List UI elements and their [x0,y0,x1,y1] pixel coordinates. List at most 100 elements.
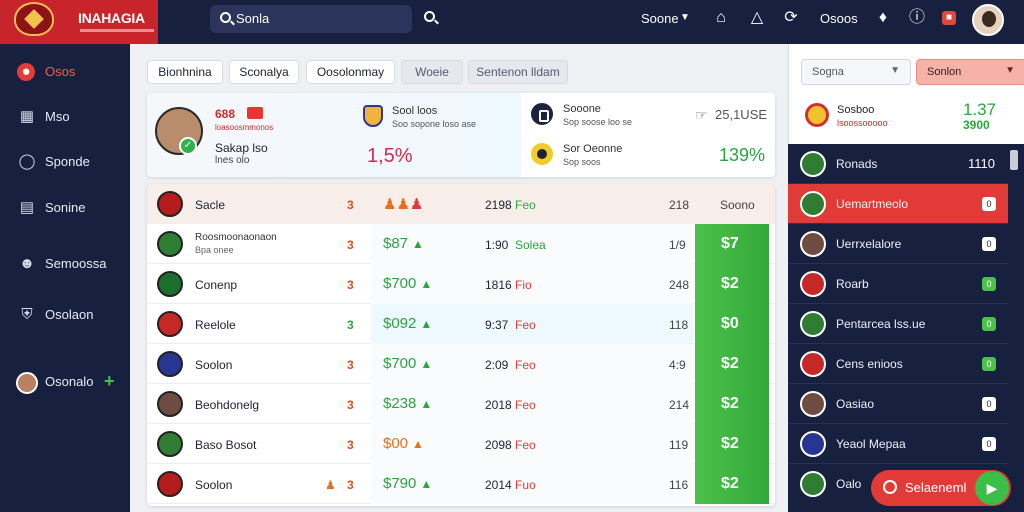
list-item-label: Oalo [836,477,862,491]
row-price: $00 ▲ [383,435,424,452]
right-panel-header: Sogna ▼ Sonlon ▼ Sosboo lsoossooooo 1.37 3… [788,44,1024,144]
shield-icon: ◯ [18,153,36,170]
season-dropdown[interactable]: Soone [641,11,679,26]
people-icon: ♟♟♟ [383,196,424,213]
players-table: Sacle 3 ♟♟♟ 2198 Feo 218 Soono Roosmoona… [147,184,775,506]
search-button[interactable] [420,8,440,28]
club-logo-icon [157,191,183,217]
scrollbar[interactable] [1010,150,1018,170]
chevron-down-icon[interactable]: ▼ [680,12,690,23]
buy-price-button[interactable]: $0 [695,304,769,344]
table-row[interactable]: Soolon ♟ 3 $790 ▲ 2014 Fuo 116 $2 [147,464,775,504]
sort-select[interactable]: Sonlon ▼ [916,59,1024,85]
person-icon: ♟ [325,478,336,492]
tab-bionhnina[interactable]: Bionhnina [147,60,223,84]
row-name: Baso Bosot [195,438,257,452]
header-num: 2198 [485,198,512,212]
table-row[interactable]: Baso Bosot 3 $00 ▲ 2098 Feo 119 $2 [147,424,775,464]
sidebar-item-sonine[interactable]: ▤ Sonine [0,188,130,228]
buy-price-button[interactable]: $2 [695,464,769,504]
filter-select[interactable]: Sogna ▼ [801,59,911,85]
list-item[interactable]: Oasiao 0 [788,384,1008,424]
home-icon[interactable]: ⌂ [716,9,726,26]
alert-badge-icon[interactable]: ■ [942,11,956,25]
club-logo-icon [800,151,826,177]
buy-price-button[interactable]: $2 [695,344,769,384]
list-item-label: Yeaol Mepaa [836,437,906,451]
sidebar-item-osonalo[interactable]: Osonalo + [0,362,130,402]
list-item[interactable]: Roarb 0 [788,264,1008,304]
summary-right-title: Sooone [563,103,601,115]
club-logo-icon [805,103,829,127]
sidebar-item-label: Osolaon [45,307,94,322]
row-name: Conenp [195,278,238,292]
help-icon[interactable]: ⓘ [908,9,925,26]
avatar[interactable] [972,4,1004,36]
row-name: Beohdonelg [195,398,260,412]
list-item-badge: 0 [982,197,996,211]
summary-right-sub-2: Sop soos [563,157,601,167]
player-photo-icon [157,391,183,417]
sidebar-item-mso[interactable]: ▦ Mso [0,97,130,137]
sidebar-item-sponde[interactable]: ◯ Sponde [0,142,130,182]
ball-icon: ● [17,63,35,81]
table-row[interactable]: Beohdonelg 3 $238 ▲ 2018 Feo 214 $2 [147,384,775,424]
arrow-up-icon: ▲ [420,397,433,411]
list-item[interactable]: Ronads 1110 [788,144,1008,184]
summary-right-sub: Sop soose loo se [563,117,633,127]
tab-woeie[interactable]: Woeie [401,60,463,84]
refresh-icon[interactable]: ⟳ [784,9,798,26]
selection-button[interactable]: Selaeneml ▶ [871,470,1011,506]
club-logo-icon [157,431,183,457]
club-logo-icon [157,471,183,497]
odds-menu[interactable]: Osoos [820,11,858,26]
notification-icon[interactable]: ♦ [878,9,888,26]
club-logo-icon [800,191,826,217]
list-item-label: Uemartmeolo [836,197,909,211]
table-row[interactable]: Conenp 3 $700 ▲ 1816 Fio 248 $2 [147,264,775,304]
list-item-label: Pentarcea lss.ue [836,317,926,331]
row-highlight [371,304,693,344]
table-row[interactable]: Soolon 3 $700 ▲ 2:09 Feo 4:9 $2 [147,344,775,384]
list-item[interactable]: Yeaol Mepaa 0 [788,424,1008,464]
summary-right-title-2: Sor Oeonne [563,143,623,155]
summary-value-negative: 1,5% [367,145,413,167]
plus-icon[interactable]: + [104,371,115,391]
list-item[interactable]: Uemartmeolo 0 [788,184,1008,224]
summary-subtitle: Soo sopone loso ase [392,119,477,129]
buy-price-button[interactable]: $2 [695,384,769,424]
player-avatar[interactable]: ✓ [155,107,203,155]
tab-sconalya[interactable]: Sconalya [229,60,299,84]
list-item[interactable]: Oalo [788,464,1008,504]
sidebar-item-osos[interactable]: ● Osos [0,52,130,92]
brand-logo[interactable]: INAHAGIA [0,0,158,44]
row-highlight [371,384,693,424]
list-item[interactable]: Uerrxelalore 0 [788,224,1008,264]
clipboard-icon [531,103,553,125]
list-item[interactable]: Pentarcea lss.ue 0 [788,304,1008,344]
lock-icon[interactable]: △ [750,9,764,26]
table-row[interactable]: Reelole 3 $092 ▲ 9:37 Feo 118 $0 [147,304,775,344]
summary-value-positive: 139% [719,145,766,165]
row-tag: Fuo [515,478,536,492]
sidebar-item-osolaon[interactable]: ⛨ Osolaon [0,295,130,335]
row-name: Soolon [195,358,233,372]
play-icon[interactable]: ▶ [975,471,1009,505]
row-count: 248 [669,278,690,292]
search-input[interactable]: Sonla [210,5,412,33]
summary-badge [247,107,263,119]
list-item[interactable]: Cens enioos 0 [788,344,1008,384]
buy-price-button[interactable]: $2 [695,264,769,304]
list-item-label: Oasiao [836,397,875,411]
club-logo-icon [157,351,183,377]
table-row[interactable]: Roosmoonaonaon Bpa onee 3 $87 ▲ 1:90 Solea… [147,224,775,264]
club-logo-icon [800,311,826,337]
row-highlight [371,344,693,384]
player-name: Sakap lso [215,141,268,155]
tab-sentenon-lldam[interactable]: Sentenon lldam [468,60,568,84]
buy-price-button[interactable]: $7 [695,224,769,264]
chevron-down-icon: ▼ [890,65,900,76]
buy-price-button[interactable]: $2 [695,424,769,464]
sidebar-item-semoossa[interactable]: ☻ Semoossa [0,244,130,284]
tab-oosolonmay[interactable]: Oosolonmay [306,60,395,84]
